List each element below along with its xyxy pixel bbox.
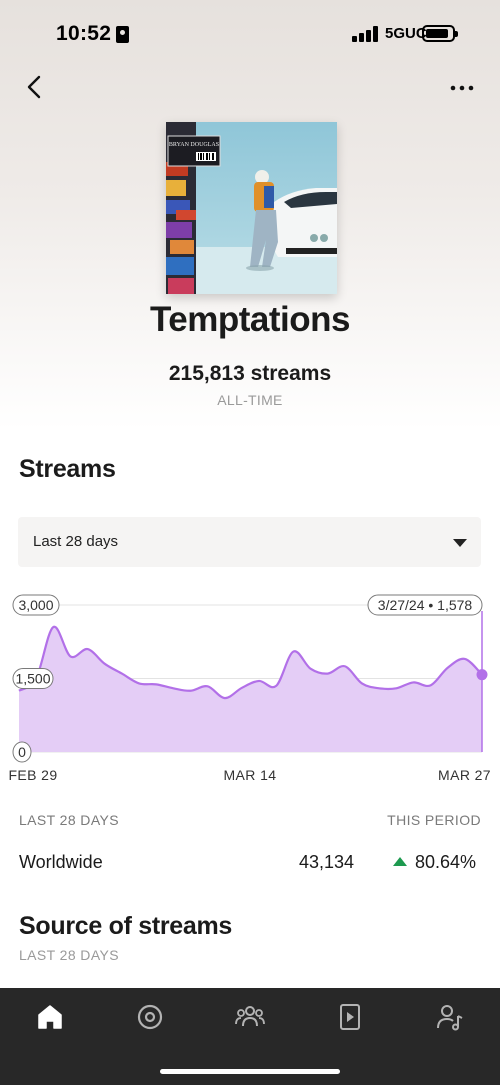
- back-button[interactable]: [22, 74, 48, 100]
- source-heading: Source of streams: [19, 912, 233, 940]
- id-badge-icon: [116, 26, 129, 43]
- y-tick-pill: [12, 594, 60, 616]
- region-name: Worldwide: [19, 852, 103, 872]
- series-line: [18, 625, 483, 700]
- people-icon: [235, 1006, 265, 1027]
- series-area: [19, 626, 482, 752]
- signal-icon: [352, 26, 378, 42]
- status-time: 10:52: [56, 22, 112, 45]
- ellipsis-icon: [450, 85, 474, 91]
- tooltip-label: 3/27/24 • 1,578: [378, 597, 473, 613]
- tab-profile[interactable]: [435, 1002, 465, 1032]
- caret-down-icon: [453, 539, 467, 547]
- tab-bar: [0, 988, 500, 1085]
- this-period-label: THIS PERIOD: [387, 812, 481, 828]
- streams-heading: Streams: [19, 455, 116, 483]
- home-icon: [38, 1005, 62, 1029]
- total-streams: 215,813 streams: [168, 362, 332, 385]
- streams-period-label: ALL-TIME: [217, 392, 283, 408]
- period-change: 80.64%: [415, 852, 477, 872]
- disc-icon: [137, 1004, 163, 1030]
- region-streams: 43,134: [298, 852, 354, 872]
- video-icon: [340, 1004, 360, 1030]
- y-tick-label: 1,500: [15, 671, 50, 687]
- album-cover: BRYAN DOUGLAS: [166, 122, 337, 294]
- home-indicator: [160, 1069, 340, 1074]
- y-tick-pill: [12, 668, 54, 689]
- tooltip-pill: [367, 594, 483, 616]
- tab-home[interactable]: [35, 1002, 65, 1032]
- track-title: Temptations: [150, 300, 350, 339]
- source-period-label: LAST 28 DAYS: [19, 947, 119, 963]
- tab-audience[interactable]: [235, 1002, 265, 1032]
- y-tick-label: 3,000: [18, 597, 53, 613]
- highlight-point: [476, 669, 488, 681]
- trend-up-icon: [393, 857, 407, 866]
- battery-icon: [422, 25, 458, 42]
- date-range-dropdown[interactable]: Last 28 days: [18, 517, 481, 567]
- svg-text:BRYAN DOUGLAS: BRYAN DOUGLAS: [169, 142, 219, 148]
- x-tick-label: MAR 14: [224, 767, 277, 783]
- x-tick-label: MAR 27: [438, 767, 491, 783]
- y-tick-pill: [12, 741, 32, 763]
- period-label: LAST 28 DAYS: [19, 812, 119, 828]
- x-tick-label: FEB 29: [8, 767, 57, 783]
- tab-music[interactable]: [135, 1002, 165, 1032]
- chevron-left-icon: [27, 75, 41, 99]
- y-tick-label: 0: [18, 744, 26, 760]
- date-range-value: Last 28 days: [33, 533, 119, 550]
- network-label: 5GUC: [385, 25, 427, 42]
- tab-campaigns[interactable]: [335, 1002, 365, 1032]
- artist-icon: [437, 1005, 463, 1031]
- streams-chart[interactable]: 3,000 1,500 0 3/27/24 • 1,578 FEB 29 MAR 14 MA…: [0, 588, 500, 788]
- more-options-button[interactable]: [448, 78, 478, 98]
